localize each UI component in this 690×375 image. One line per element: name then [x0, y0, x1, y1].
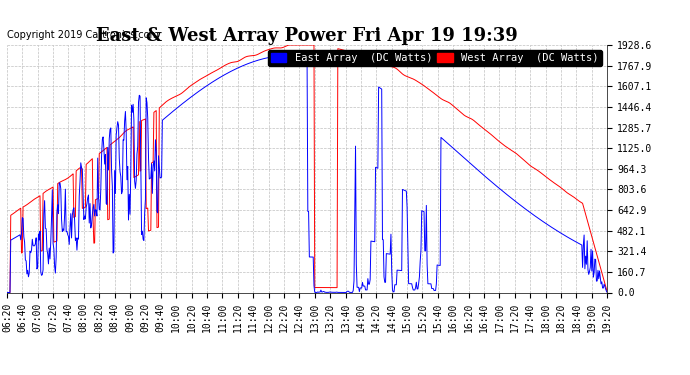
Title: East & West Array Power Fri Apr 19 19:39: East & West Array Power Fri Apr 19 19:39	[96, 27, 518, 45]
Legend: East Array  (DC Watts), West Array  (DC Watts): East Array (DC Watts), West Array (DC Wa…	[268, 50, 602, 66]
Text: Copyright 2019 Cartronics.com: Copyright 2019 Cartronics.com	[7, 30, 159, 40]
